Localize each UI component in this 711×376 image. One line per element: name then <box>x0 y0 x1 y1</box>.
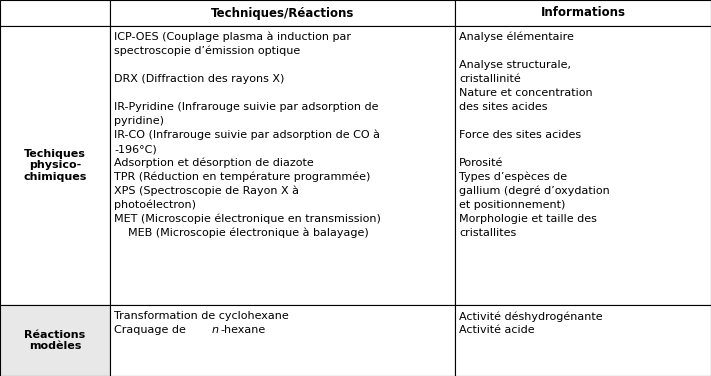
Text: n: n <box>211 325 218 335</box>
Bar <box>0 305 110 376</box>
Text: Types d’espèces de: Types d’espèces de <box>459 172 567 182</box>
Text: Adsorption et désorption de diazote: Adsorption et désorption de diazote <box>114 158 314 168</box>
Bar <box>110 26 455 305</box>
Bar <box>455 305 711 376</box>
Bar <box>110 0 455 26</box>
Text: Techiques
physico-
chimiques: Techiques physico- chimiques <box>23 149 87 182</box>
Text: MET (Microscopie électronique en transmission): MET (Microscopie électronique en transmi… <box>114 214 381 224</box>
Text: Activité acide: Activité acide <box>459 325 535 335</box>
Text: pyridine): pyridine) <box>114 116 164 126</box>
Text: Transformation de cyclohexane: Transformation de cyclohexane <box>114 311 289 321</box>
Text: MEB (Microscopie électronique à balayage): MEB (Microscopie électronique à balayage… <box>114 228 369 238</box>
Text: XPS (Spectroscopie de Rayon X à: XPS (Spectroscopie de Rayon X à <box>114 186 299 197</box>
Text: Analyse élémentaire: Analyse élémentaire <box>459 32 574 42</box>
Text: Activité déshydrogénante: Activité déshydrogénante <box>459 311 603 321</box>
Bar <box>455 26 711 305</box>
Text: IR-CO (Infrarouge suivie par adsorption de CO à: IR-CO (Infrarouge suivie par adsorption … <box>114 130 380 141</box>
Text: TPR (Réduction en température programmée): TPR (Réduction en température programmée… <box>114 172 370 182</box>
Bar <box>0 0 110 26</box>
Text: Analyse structurale,: Analyse structurale, <box>459 60 571 70</box>
Text: et positionnement): et positionnement) <box>459 200 565 210</box>
Text: ICP-OES (Couplage plasma à induction par: ICP-OES (Couplage plasma à induction par <box>114 32 351 42</box>
Text: -196°C): -196°C) <box>114 144 156 154</box>
Text: Informations: Informations <box>540 6 626 20</box>
Text: photoélectron): photoélectron) <box>114 200 196 211</box>
Text: Nature et concentration: Nature et concentration <box>459 88 593 98</box>
Text: spectroscopie d’émission optique: spectroscopie d’émission optique <box>114 46 300 56</box>
Bar <box>455 0 711 26</box>
Text: IR-Pyridine (Infrarouge suivie par adsorption de: IR-Pyridine (Infrarouge suivie par adsor… <box>114 102 378 112</box>
Text: -hexane: -hexane <box>220 325 265 335</box>
Text: Force des sites acides: Force des sites acides <box>459 130 581 140</box>
Text: Techniques/Réactions: Techniques/Réactions <box>211 6 354 20</box>
Text: DRX (Diffraction des rayons X): DRX (Diffraction des rayons X) <box>114 74 284 84</box>
Bar <box>0 26 110 305</box>
Text: des sites acides: des sites acides <box>459 102 547 112</box>
Text: Réactions
modèles: Réactions modèles <box>24 330 85 351</box>
Text: cristallites: cristallites <box>459 228 516 238</box>
Text: Porosité: Porosité <box>459 158 503 168</box>
Text: Craquage de: Craquage de <box>114 325 189 335</box>
Text: gallium (degré d’oxydation: gallium (degré d’oxydation <box>459 186 610 197</box>
Bar <box>110 305 455 376</box>
Text: cristallinité: cristallinité <box>459 74 520 84</box>
Text: Morphologie et taille des: Morphologie et taille des <box>459 214 597 224</box>
